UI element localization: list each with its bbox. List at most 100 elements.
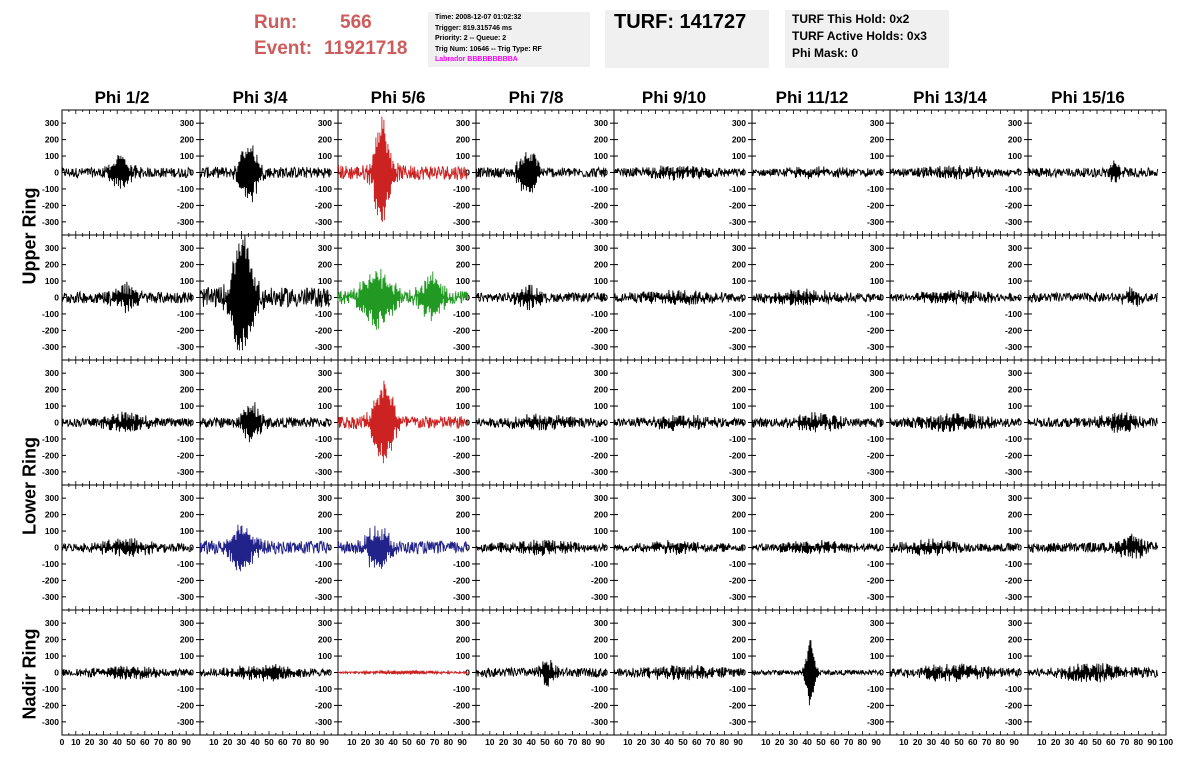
y-tick-label: -100 [453,184,470,194]
y-tick-label: -100 [591,309,608,319]
waveform-trace [889,165,1020,180]
x-tick-label: 30 [513,737,523,747]
y-tick-label: 300 [732,618,746,628]
y-tick-label: 0 [189,168,194,178]
waveform-trace [1027,412,1159,433]
y-tick-label: 300 [456,618,470,628]
y-tick-label: 200 [45,385,59,395]
waveform-trace [1027,286,1159,307]
y-tick-label: -200 [42,575,59,585]
y-tick-label: -200 [867,450,884,460]
y-tick-label: 200 [45,135,59,145]
y-tick-label: -100 [315,309,332,319]
x-tick-label: 20 [85,737,95,747]
x-tick-label: 80 [720,737,730,747]
x-tick-label: 90 [181,737,191,747]
y-tick-label: -100 [177,309,194,319]
y-tick-label: 200 [180,135,194,145]
x-tick-label: 20 [223,737,233,747]
y-tick-label: -200 [591,200,608,210]
y-tick-label: -300 [315,592,332,602]
y-tick-label: 300 [732,243,746,253]
y-tick-label: -300 [453,467,470,477]
y-tick-label: -100 [315,559,332,569]
waveform-trace [61,538,193,557]
y-tick-label: -200 [729,200,746,210]
y-tick-label: 0 [189,418,194,428]
trigger-info-box: Time: 2008-12-07 01:02:32 Trigger: 819.3… [428,12,590,67]
y-tick-label: -300 [42,342,59,352]
x-tick-label: 70 [844,737,854,747]
turf-holds-box: TURF This Hold: 0x2 TURF Active Holds: 0… [785,10,949,68]
waveform-trace [889,413,1021,433]
y-tick-label: 200 [1008,260,1022,270]
x-tick-label: 20 [499,737,509,747]
y-tick-label: 0 [54,668,59,678]
y-tick-label: -300 [867,342,884,352]
waveform-trace [61,281,193,314]
y-tick-label: 300 [45,368,59,378]
x-tick-label: 40 [802,737,812,747]
waveform-trace [475,659,607,687]
column-header-phi-1-2: Phi 1/2 [94,88,150,107]
column-header-phi-9-10: Phi 9/10 [641,88,707,107]
waveform-trace [613,414,745,431]
y-tick-label: -100 [591,434,608,444]
x-tick-label: 100 [1159,737,1173,747]
phi-mask: Phi Mask: 0 [792,46,859,60]
y-tick-label: 100 [45,401,59,411]
y-tick-label: 0 [741,293,746,303]
waveform-trace [751,412,883,433]
y-tick-label: 200 [870,510,884,520]
waveform-trace [1027,160,1159,183]
y-tick-label: -300 [867,467,884,477]
y-tick-label: 300 [1008,618,1022,628]
y-tick-label: -100 [453,559,470,569]
y-tick-label: 300 [45,618,59,628]
y-tick-label: 100 [594,401,608,411]
x-tick-label: 20 [1051,737,1061,747]
y-tick-label: -100 [867,309,884,319]
turf-box: TURF: 141727 [605,10,769,68]
y-tick-label: 100 [456,276,470,286]
y-tick-label: 200 [180,510,194,520]
y-tick-label: 200 [732,260,746,270]
y-tick-label: -200 [453,325,470,335]
y-tick-label: 200 [318,385,332,395]
y-tick-label: 100 [732,651,746,661]
y-tick-label: 0 [603,293,608,303]
waveform-trace [337,525,469,569]
y-tick-label: 100 [456,651,470,661]
x-tick-label: 90 [1147,737,1157,747]
y-tick-label: -300 [867,717,884,727]
y-tick-label: -100 [315,684,332,694]
y-tick-label: -300 [591,717,608,727]
waveform-trace [613,165,745,181]
y-tick-label: 0 [1017,418,1022,428]
y-tick-label: 100 [594,526,608,536]
y-tick-label: 200 [180,260,194,270]
waveform-trace [1027,663,1159,683]
y-tick-label: -200 [177,325,194,335]
x-tick-label: 90 [733,737,743,747]
y-tick-label: 200 [45,260,59,270]
y-tick-label: -200 [177,700,194,710]
x-tick-label: 30 [237,737,247,747]
y-tick-label: 200 [1008,385,1022,395]
y-tick-label: 300 [45,493,59,503]
y-tick-label: 100 [318,526,332,536]
y-tick-label: 200 [456,385,470,395]
y-tick-label: -300 [1005,467,1022,477]
x-tick-label: 30 [375,737,385,747]
x-tick-label: 50 [402,737,412,747]
x-tick-label: 50 [1092,737,1102,747]
x-tick-label: 70 [154,737,164,747]
y-tick-label: -300 [1005,717,1022,727]
y-tick-label: -300 [729,717,746,727]
y-tick-label: 300 [318,118,332,128]
x-tick-label: 10 [71,737,81,747]
y-tick-label: 0 [54,293,59,303]
column-header-phi-7-8: Phi 7/8 [508,88,564,107]
y-tick-label: 100 [456,401,470,411]
